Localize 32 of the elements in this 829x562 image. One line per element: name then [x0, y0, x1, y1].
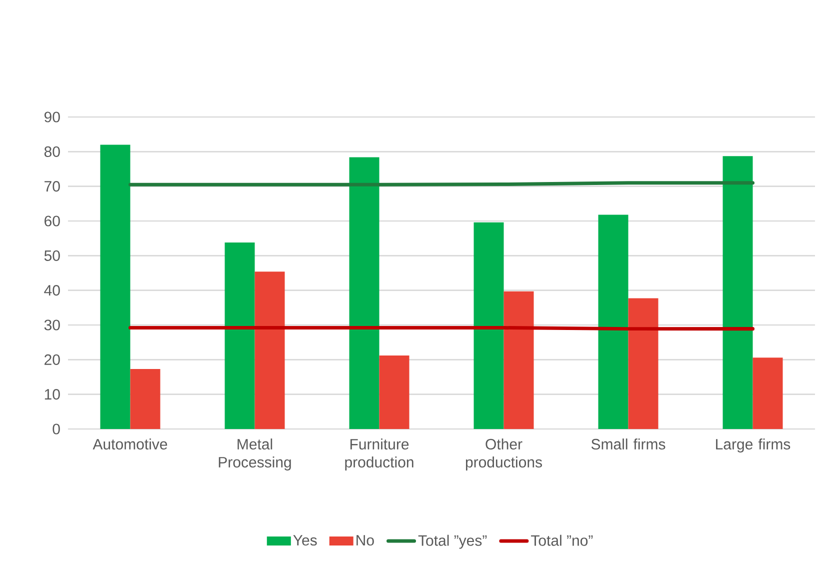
y-tick-label: 80 — [44, 146, 60, 157]
legend-label: No — [356, 535, 374, 546]
bar — [598, 214, 628, 429]
x-tick-label: Other productions — [466, 438, 542, 470]
x-tick-label: Automotive — [92, 438, 168, 450]
y-tick-label: 40 — [44, 285, 60, 296]
x-tick-label: Large firms — [716, 438, 790, 452]
y-tick-label: 70 — [44, 181, 60, 192]
x-tick-label: Furniture production — [345, 438, 414, 470]
bar — [100, 144, 130, 429]
bar — [722, 156, 753, 429]
bar — [224, 242, 255, 429]
bar — [254, 272, 285, 429]
y-tick-label: 30 — [44, 320, 60, 330]
legend-label: Total ”yes” — [418, 534, 487, 549]
bar — [130, 369, 160, 429]
y-tick-label: 20 — [44, 354, 60, 365]
y-tick-label: 50 — [44, 250, 60, 261]
legend-label: Total ”no” — [531, 534, 593, 546]
y-tick-label: 90 — [44, 112, 60, 122]
x-tick-label: Metal Processing — [218, 438, 291, 470]
y-tick-label: 0 — [52, 424, 60, 434]
y-tick-label: 60 — [44, 216, 60, 226]
legend-label: Yes — [293, 535, 317, 546]
bar — [474, 222, 504, 429]
bar — [752, 358, 783, 429]
bar — [349, 157, 380, 429]
bar — [628, 298, 658, 429]
x-tick-label: Small firms — [591, 438, 666, 450]
bar — [379, 356, 410, 429]
bar — [504, 291, 534, 429]
y-tick-label: 10 — [44, 389, 60, 400]
